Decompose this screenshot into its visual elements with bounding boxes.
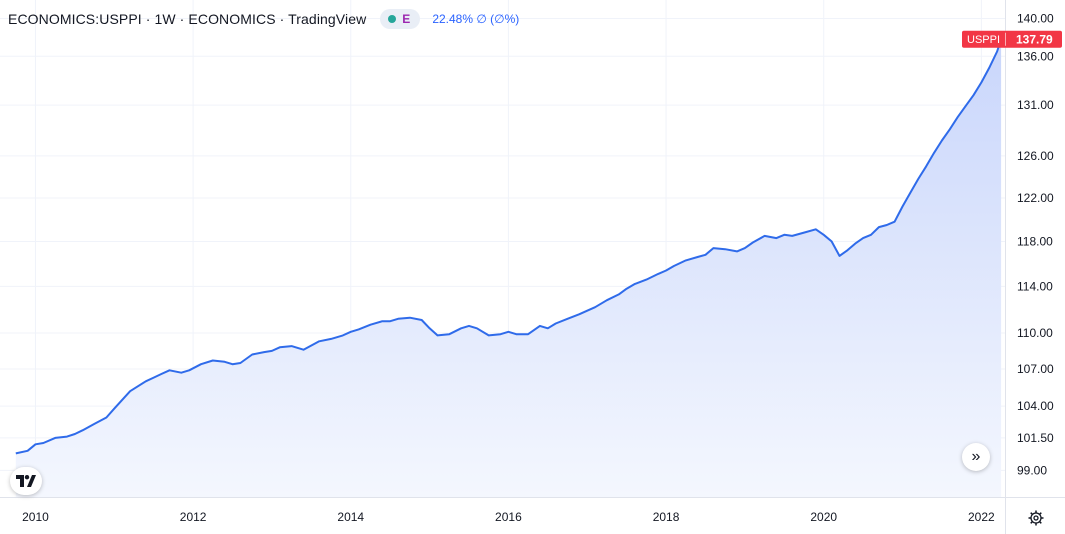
y-tick-label: 114.00 <box>1017 279 1053 293</box>
x-tick-label: 2022 <box>968 510 995 524</box>
scroll-to-realtime-button[interactable]: » <box>962 443 990 471</box>
tradingview-logo-shape <box>16 475 36 487</box>
price-tag-symbol: USPPI <box>967 34 1000 46</box>
x-tick-label: 2012 <box>180 510 207 524</box>
y-tick-label: 110.00 <box>1017 326 1053 340</box>
series-area <box>15 39 1002 497</box>
y-tick-label: 131.00 <box>1017 98 1054 112</box>
gear-icon <box>1028 510 1044 526</box>
x-tick-label: 2016 <box>495 510 522 524</box>
y-tick-label: 140.00 <box>1017 11 1054 25</box>
y-tick-label: 118.00 <box>1017 234 1053 248</box>
price-tag-value: 137.79 <box>1016 33 1053 47</box>
price-tag <box>962 30 1062 48</box>
x-tick-label: 2010 <box>22 510 49 524</box>
y-tick-label: 136.00 <box>1017 49 1054 63</box>
double-chevron-right-icon: » <box>971 448 981 465</box>
x-tick-label: 2020 <box>810 510 837 524</box>
series-line <box>15 38 1003 455</box>
status-dot-icon <box>388 15 397 23</box>
y-tick-label: 107.00 <box>1017 362 1054 376</box>
y-tick-label: 126.00 <box>1017 149 1054 163</box>
y-tick-label: 104.00 <box>1017 399 1054 413</box>
y-tick-label: 122.00 <box>1017 191 1054 205</box>
status-badge[interactable]: E <box>380 9 421 29</box>
tradingview-logo-icon[interactable] <box>10 467 42 495</box>
y-tick-label: 101.50 <box>1017 431 1054 445</box>
change-value: 22.48% ∅ (∅%) <box>432 12 520 26</box>
symbol-title[interactable]: ECONOMICS:USPPI · 1W · ECONOMICS · Tradi… <box>8 11 367 27</box>
badge-letter: E <box>402 12 411 26</box>
x-tick-label: 2018 <box>653 510 680 524</box>
y-tick-label: 99.00 <box>1017 463 1047 477</box>
chart-header: ECONOMICS:USPPI · 1W · ECONOMICS · Tradi… <box>8 8 519 30</box>
x-tick-label: 2014 <box>337 510 364 524</box>
settings-button[interactable] <box>1026 508 1046 528</box>
